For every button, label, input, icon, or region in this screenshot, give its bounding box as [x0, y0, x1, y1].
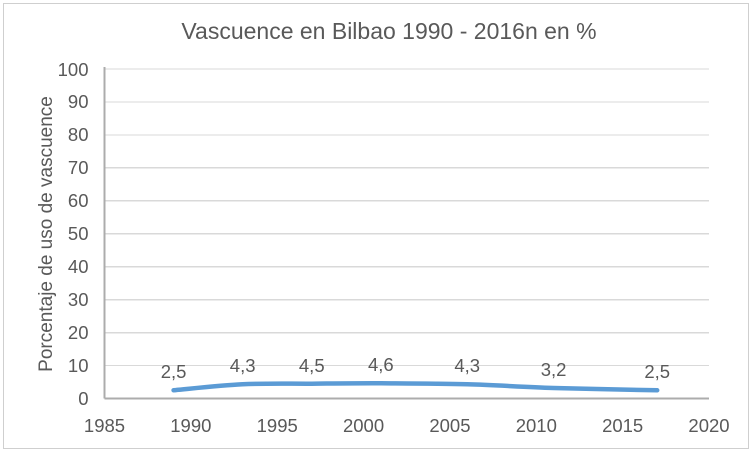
data-label: 4,6: [367, 354, 394, 376]
y-tick-label: 100: [57, 58, 89, 80]
data-label: 2,5: [644, 361, 671, 383]
y-tick-label: 0: [78, 388, 89, 409]
x-tick-label: 2020: [688, 415, 730, 436]
y-tick-label: 90: [67, 91, 89, 113]
x-tick-label: 2010: [515, 415, 557, 436]
data-label: 2,5: [160, 361, 187, 383]
chart-title: Vascuence en Bilbao 1990 - 2016n en %: [181, 18, 597, 44]
data-label: 4,3: [454, 355, 481, 377]
x-tick-label: 1985: [83, 415, 126, 436]
data-label: 4,3: [229, 355, 256, 377]
y-tick-label: 70: [67, 157, 89, 179]
x-tick-label: 2000: [342, 415, 385, 436]
series-line-vascuence: [171, 381, 660, 393]
y-tick-label: 50: [67, 223, 89, 245]
x-tick-label: 2015: [602, 415, 644, 436]
y-tick-label: 80: [67, 124, 89, 146]
x-tick-label: 2005: [429, 415, 471, 436]
y-tick-label: 40: [67, 256, 89, 278]
x-tick-label: 1990: [170, 415, 212, 436]
y-tick-label: 20: [67, 322, 89, 344]
y-tick-label: 60: [67, 190, 89, 212]
x-tick-label: 1995: [256, 415, 298, 436]
y-tick-label: 10: [67, 355, 89, 377]
data-label: 3,2: [540, 358, 567, 380]
data-label: 4,5: [298, 354, 325, 376]
y-tick-label: 30: [67, 289, 89, 311]
